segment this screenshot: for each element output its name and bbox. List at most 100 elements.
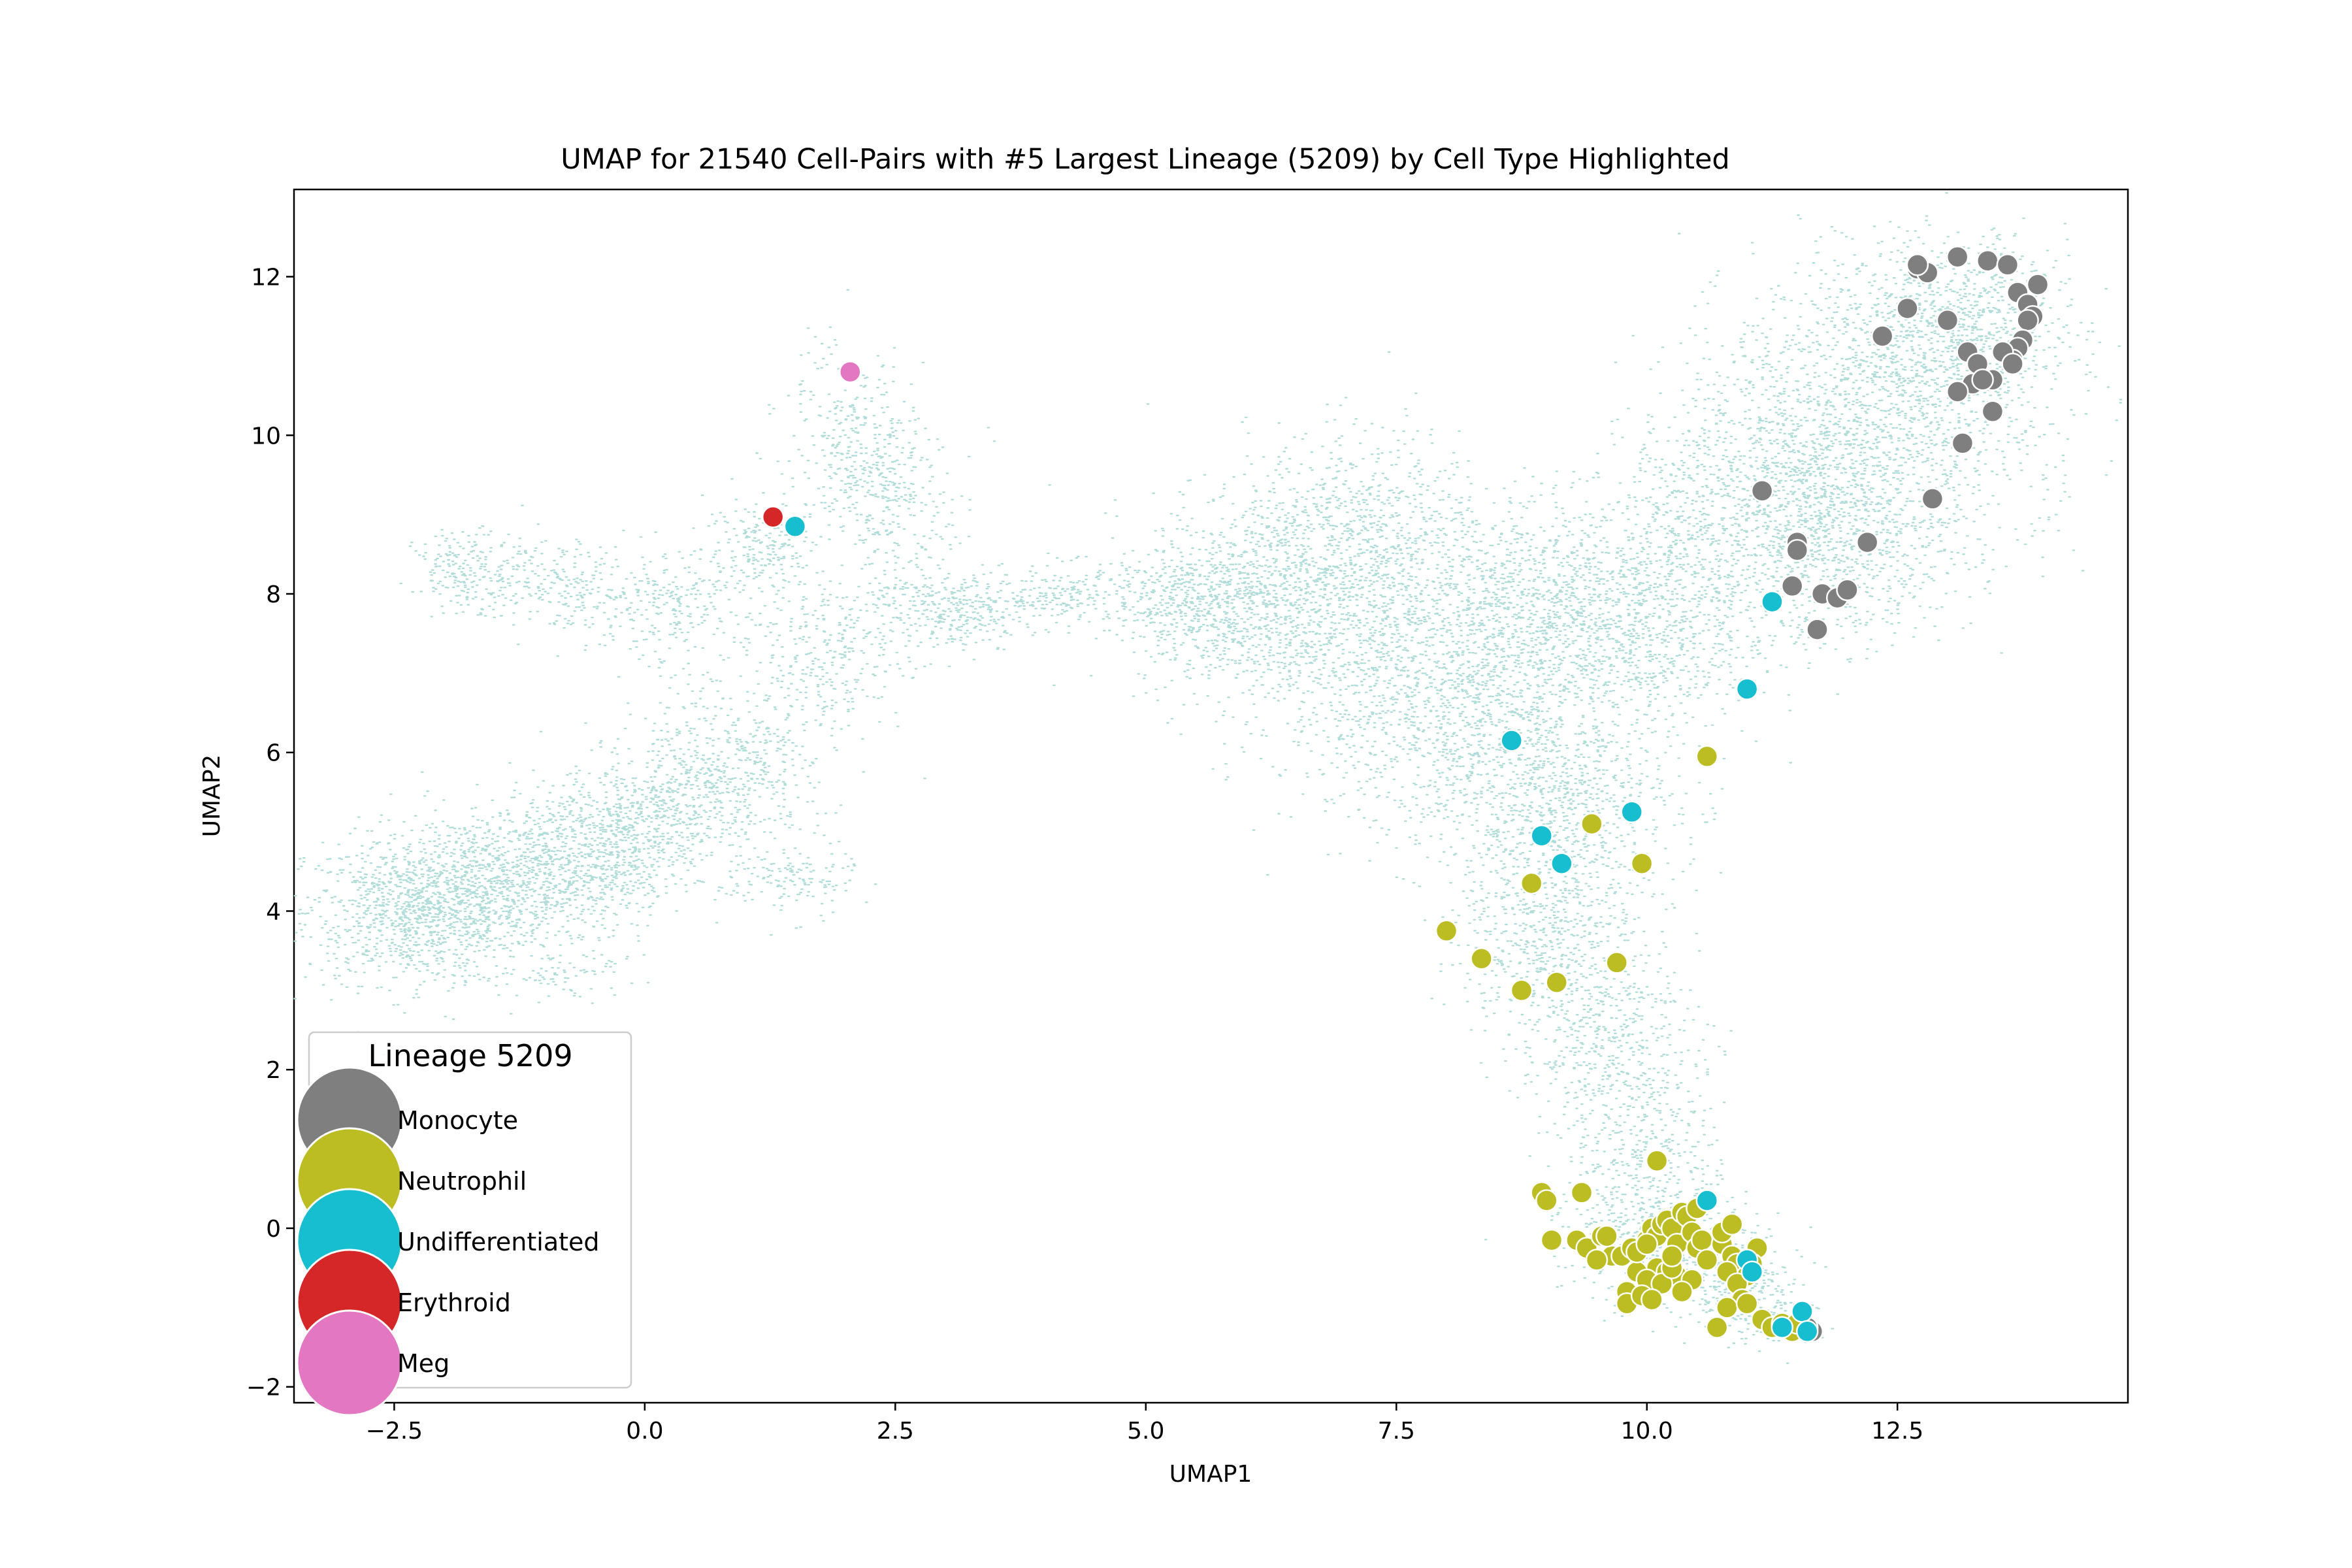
legend-label: Monocyte [397, 1106, 518, 1135]
data-point [1791, 1300, 1814, 1323]
legend-title: Lineage 5209 [368, 1038, 572, 1073]
data-point [1936, 309, 1959, 332]
data-point [1771, 1316, 1794, 1339]
data-point [1605, 951, 1628, 974]
highlighted-cells [761, 245, 2050, 1343]
x-tick-label: 10.0 [1621, 1418, 1673, 1445]
x-tick-label: 12.5 [1871, 1418, 1923, 1445]
legend: Lineage 5209 Monocyte Neutrophil Undiffere… [296, 1031, 632, 1416]
data-point [1620, 800, 1643, 824]
data-point [1580, 812, 1603, 836]
data-point [1510, 979, 1533, 1002]
data-point [1671, 1280, 1693, 1303]
data-point [1435, 919, 1458, 943]
data-point [1806, 618, 1829, 641]
data-point [1795, 1320, 1819, 1343]
data-point [1921, 487, 1944, 510]
data-point [2001, 352, 2024, 376]
data-point [1530, 824, 1553, 847]
legend-entry: Meg [296, 1309, 449, 1416]
y-tick-label: 0 [266, 1216, 281, 1243]
data-point [1750, 479, 1774, 502]
legend-label: Undifferentiated [397, 1228, 600, 1256]
data-point [1470, 947, 1493, 970]
series-undifferentiated [783, 515, 1819, 1343]
y-tick-label: −2 [246, 1375, 281, 1401]
data-point [1690, 1228, 1714, 1252]
data-point [1735, 1292, 1759, 1315]
data-point [1641, 1288, 1663, 1311]
background-cell-points [293, 192, 2123, 1364]
legend-label: Erythroid [397, 1288, 511, 1317]
series-neutrophil [1435, 745, 1809, 1343]
y-axis: −2 0 2 4 6 8 10 12 [246, 265, 294, 1401]
data-point [2016, 309, 2039, 332]
data-point [1951, 432, 1974, 455]
data-point [1780, 574, 1804, 598]
data-point [1946, 245, 1969, 269]
data-point [1595, 1224, 1618, 1248]
y-tick-label: 10 [251, 423, 281, 449]
data-point [1720, 1213, 1744, 1236]
x-tick-label: 0.0 [626, 1418, 663, 1445]
data-point [1946, 380, 1969, 403]
data-point [1535, 1189, 1558, 1212]
x-axis: −2.5 0.0 2.5 5.0 7.5 10.0 12.5 [366, 1403, 1923, 1445]
data-point [1981, 400, 2004, 423]
data-point [1660, 1245, 1684, 1267]
data-point [1550, 852, 1573, 875]
data-point [1906, 253, 1929, 276]
data-point [1740, 1260, 1764, 1283]
data-point [1855, 531, 1879, 554]
background-cloud [293, 192, 2123, 1364]
data-point [1630, 852, 1654, 875]
x-tick-label: 2.5 [877, 1418, 914, 1445]
data-point [1896, 297, 1919, 320]
legend-entries: Monocyte Neutrophil Undifferentiated Erythr… [296, 1066, 600, 1416]
data-point [761, 506, 785, 529]
y-tick-label: 8 [266, 581, 281, 608]
data-point [1695, 745, 1719, 768]
data-point [2026, 273, 2050, 296]
data-point [1545, 971, 1568, 994]
legend-label: Meg [397, 1349, 449, 1378]
plot-frame [293, 188, 2129, 1404]
data-point [783, 515, 807, 538]
data-point [1971, 368, 1994, 391]
y-tick-label: 2 [266, 1057, 281, 1084]
data-point [1836, 578, 1859, 602]
data-point [839, 360, 862, 384]
x-tick-label: 5.0 [1127, 1418, 1164, 1445]
data-point [1540, 1228, 1563, 1252]
chart-title: UMAP for 21540 Cell-Pairs with #5 Larges… [561, 143, 1729, 176]
x-tick-label: 7.5 [1378, 1418, 1415, 1445]
series-erythroid [761, 506, 785, 529]
x-tick-label: −2.5 [366, 1418, 423, 1445]
data-point [1585, 1249, 1609, 1271]
data-point [1570, 1181, 1593, 1204]
data-point [1695, 1189, 1719, 1212]
plot-area [293, 188, 2129, 1404]
data-point [1735, 678, 1759, 700]
data-point [1761, 590, 1784, 613]
data-point [1996, 253, 2019, 276]
data-point [1520, 872, 1543, 895]
data-point [1635, 1233, 1658, 1256]
data-point [1650, 1272, 1673, 1296]
data-point [1870, 325, 1894, 348]
y-tick-label: 6 [266, 740, 281, 767]
data-point [1976, 249, 1999, 272]
legend-marker [296, 1309, 403, 1416]
data-point [1705, 1316, 1729, 1339]
data-point [1500, 729, 1523, 752]
y-axis-label: UMAP2 [199, 755, 225, 838]
data-point [1786, 538, 1809, 562]
y-tick-label: 4 [266, 898, 281, 925]
x-axis-label: UMAP1 [1169, 1461, 1252, 1488]
data-point [1695, 1249, 1719, 1271]
series-meg [839, 360, 862, 384]
data-point [1645, 1149, 1669, 1173]
y-tick-label: 12 [251, 265, 281, 291]
data-point [1716, 1296, 1739, 1319]
